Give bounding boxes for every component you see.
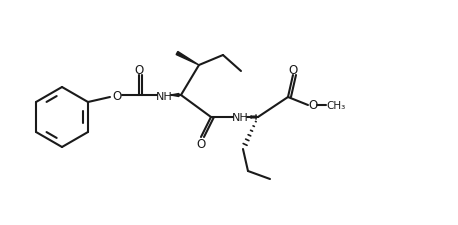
Text: O: O	[289, 64, 298, 77]
Polygon shape	[176, 52, 199, 66]
Text: O: O	[196, 137, 206, 150]
Text: O: O	[134, 63, 144, 76]
Text: NH: NH	[156, 92, 172, 101]
Text: O: O	[112, 89, 122, 102]
Text: CH₃: CH₃	[327, 101, 346, 110]
Polygon shape	[171, 94, 179, 97]
Text: O: O	[308, 99, 317, 112]
Text: NH: NH	[232, 112, 248, 122]
